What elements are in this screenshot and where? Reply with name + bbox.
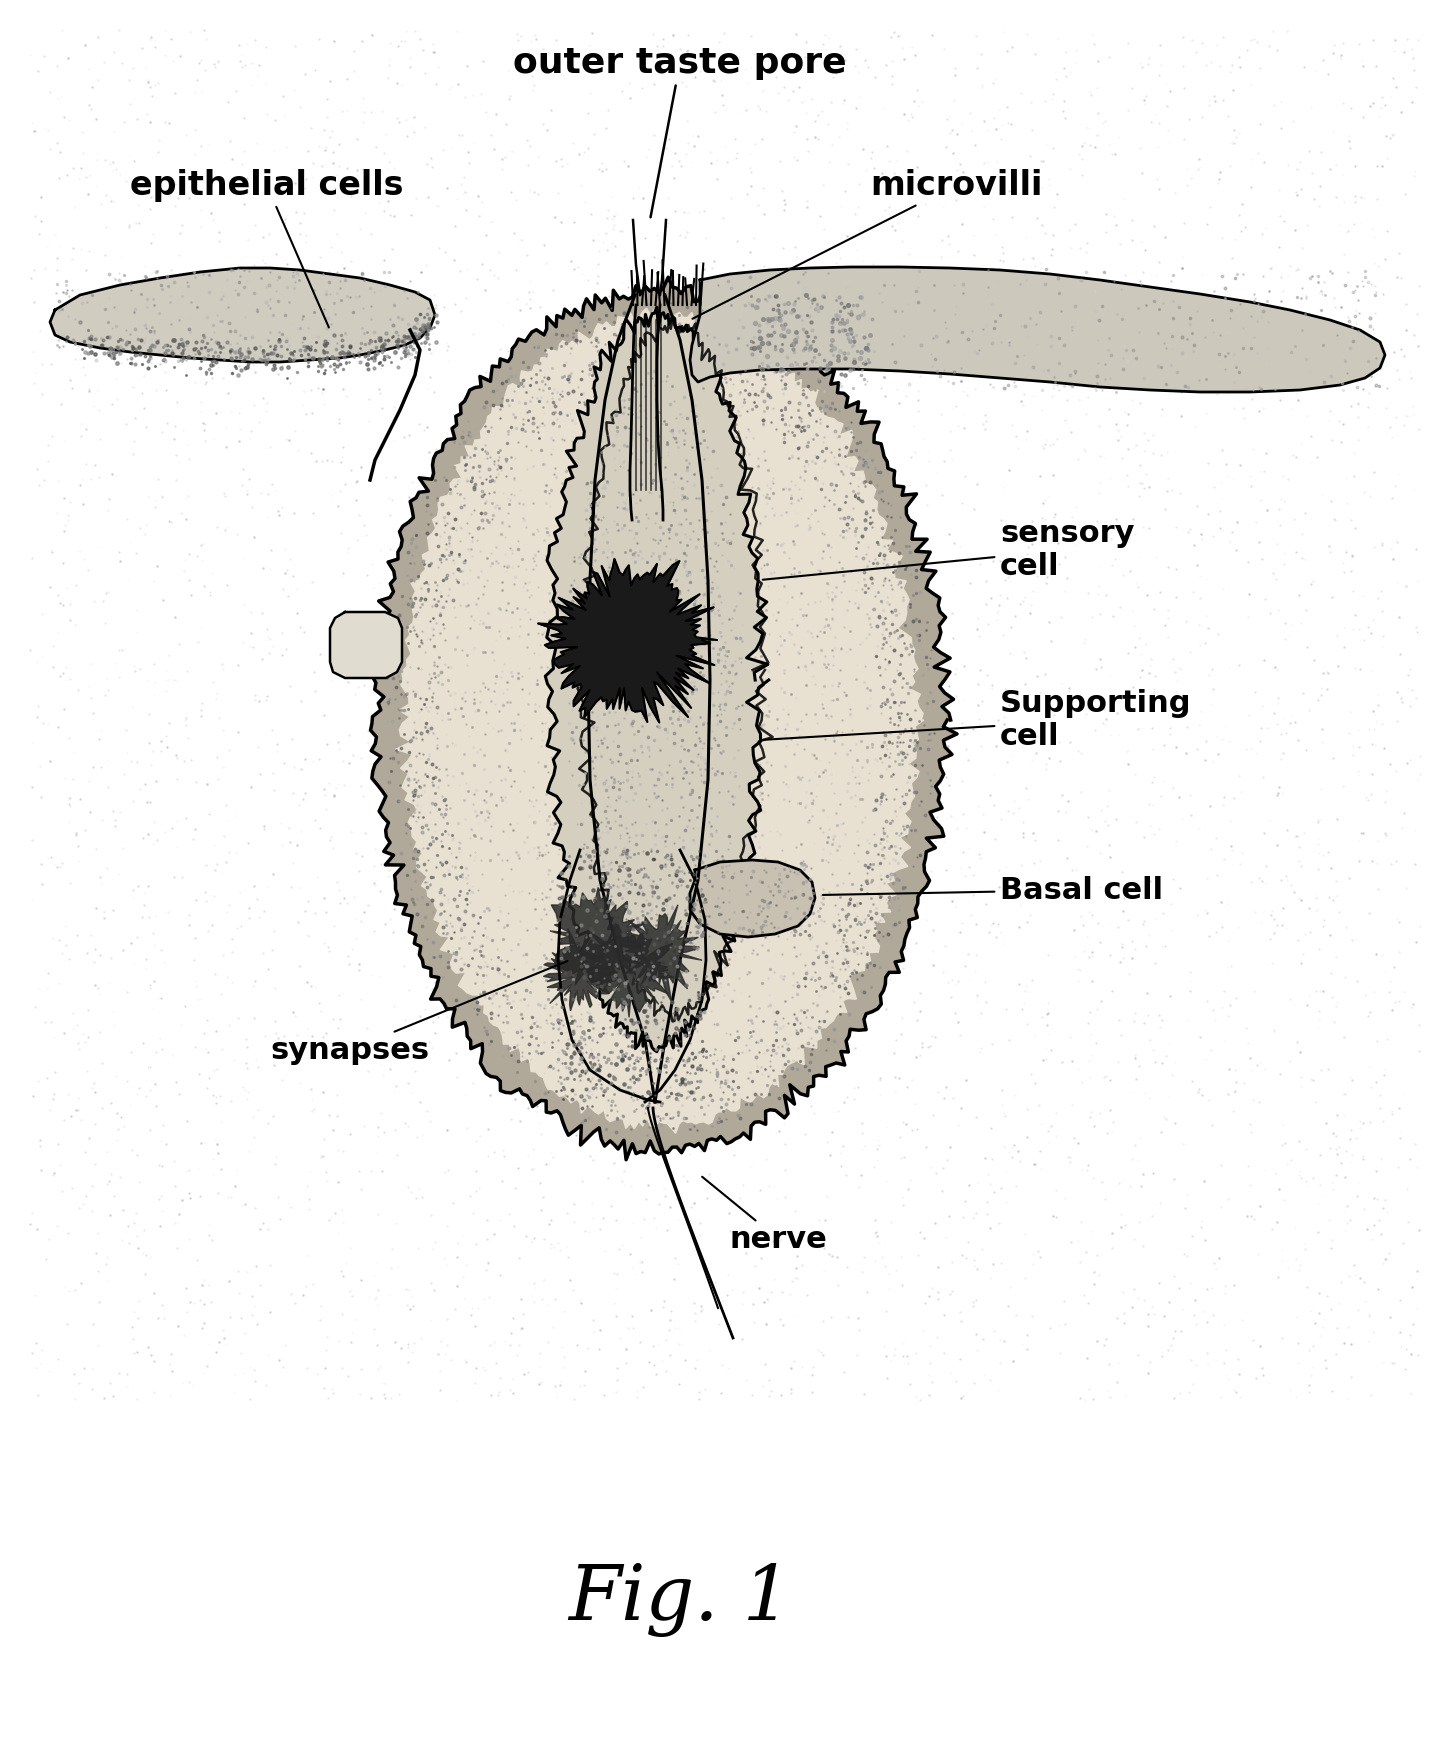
Text: microvilli: microvilli bbox=[693, 168, 1043, 318]
Text: outer taste pore: outer taste pore bbox=[513, 46, 847, 217]
Polygon shape bbox=[538, 558, 716, 723]
Text: Supporting
cell: Supporting cell bbox=[763, 690, 1192, 751]
Polygon shape bbox=[690, 859, 815, 936]
Polygon shape bbox=[544, 929, 618, 1011]
Text: sensory
cell: sensory cell bbox=[763, 518, 1134, 581]
Polygon shape bbox=[621, 905, 702, 1001]
Polygon shape bbox=[550, 887, 645, 987]
Text: Fig. 1: Fig. 1 bbox=[568, 1563, 792, 1636]
Polygon shape bbox=[331, 612, 402, 677]
Text: Basal cell: Basal cell bbox=[822, 875, 1163, 905]
Polygon shape bbox=[49, 268, 435, 362]
Text: synapses: synapses bbox=[270, 961, 567, 1064]
Polygon shape bbox=[545, 308, 769, 1052]
Polygon shape bbox=[396, 308, 924, 1134]
Polygon shape bbox=[580, 924, 674, 1017]
Text: epithelial cells: epithelial cells bbox=[130, 168, 403, 327]
Polygon shape bbox=[368, 276, 957, 1160]
Polygon shape bbox=[690, 268, 1385, 392]
Text: nerve: nerve bbox=[702, 1176, 828, 1255]
